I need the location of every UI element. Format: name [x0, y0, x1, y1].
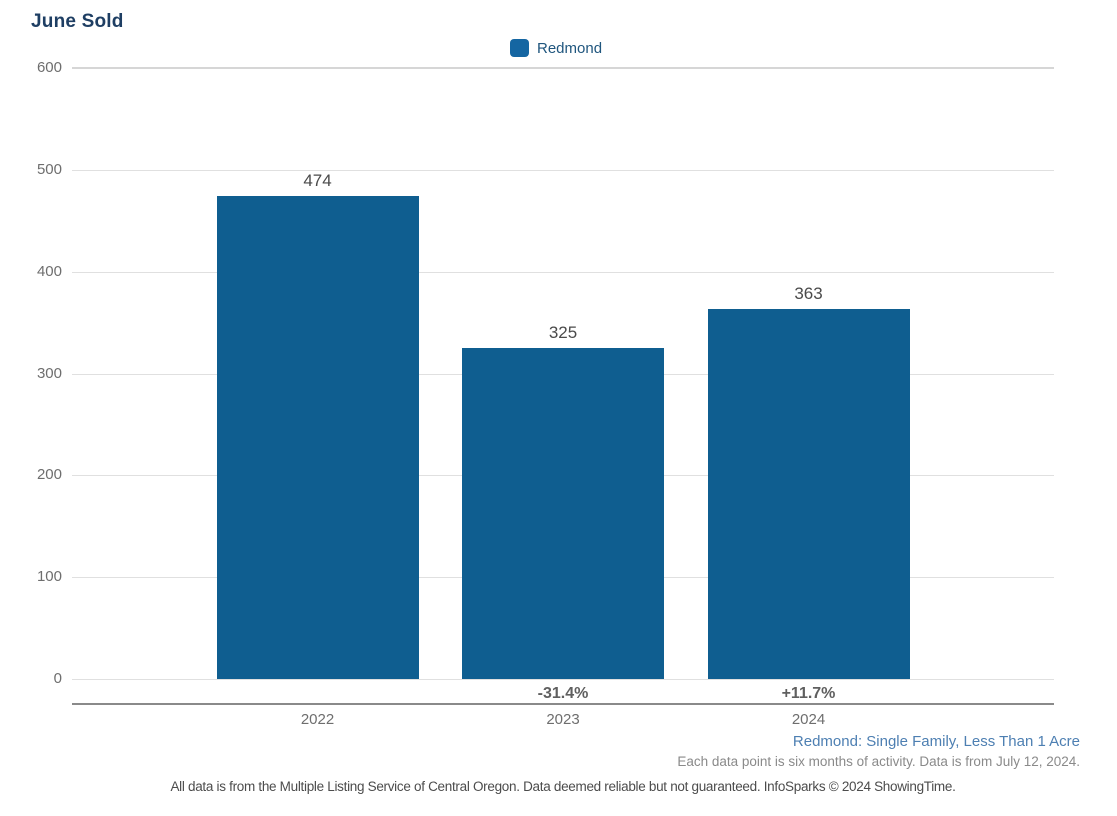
bar-2024[interactable]: [707, 309, 910, 679]
legend-swatch-icon: [510, 39, 529, 57]
bar-2022[interactable]: [216, 196, 419, 679]
y-axis-tick-label: 400: [36, 262, 62, 280]
y-axis-tick-label: 100: [36, 568, 62, 586]
x-axis-tick-label: 2023: [546, 711, 580, 728]
x-axis-tick-label: 2022: [300, 711, 335, 728]
pct-change-label: +11.7%: [781, 685, 836, 702]
activity-footnote: Each data point is six months of activit…: [677, 754, 1080, 769]
bar-value-label: 363: [794, 284, 823, 304]
x-axis-tick-label: 2024: [791, 711, 826, 728]
bar-value-label: 325: [548, 323, 578, 343]
y-axis-tick-label: 0: [53, 670, 62, 687]
gridline-y500: [72, 169, 1054, 171]
x-axis-line: [72, 703, 1054, 705]
y-axis-tick-label: 600: [36, 59, 62, 76]
legend-item-redmond[interactable]: Redmond: [510, 39, 602, 57]
gridline-y0: [72, 679, 1054, 680]
gridline-y400: [72, 271, 1054, 273]
segment-subtitle: Redmond: Single Family, Less Than 1 Acre: [792, 733, 1080, 750]
disclaimer-footnote: All data is from the Multiple Listing Se…: [170, 779, 956, 794]
gridline-y600: [72, 67, 1054, 69]
bar-value-label: 474: [303, 171, 332, 191]
chart-title: June Sold: [31, 11, 124, 32]
y-axis-tick-label: 500: [36, 160, 62, 178]
pct-change-label: -31.4%: [537, 685, 589, 702]
bar-2023[interactable]: [462, 348, 664, 679]
y-axis-tick-label: 300: [36, 364, 62, 382]
legend-label: Redmond: [537, 39, 603, 57]
y-axis-tick-label: 200: [36, 466, 62, 484]
